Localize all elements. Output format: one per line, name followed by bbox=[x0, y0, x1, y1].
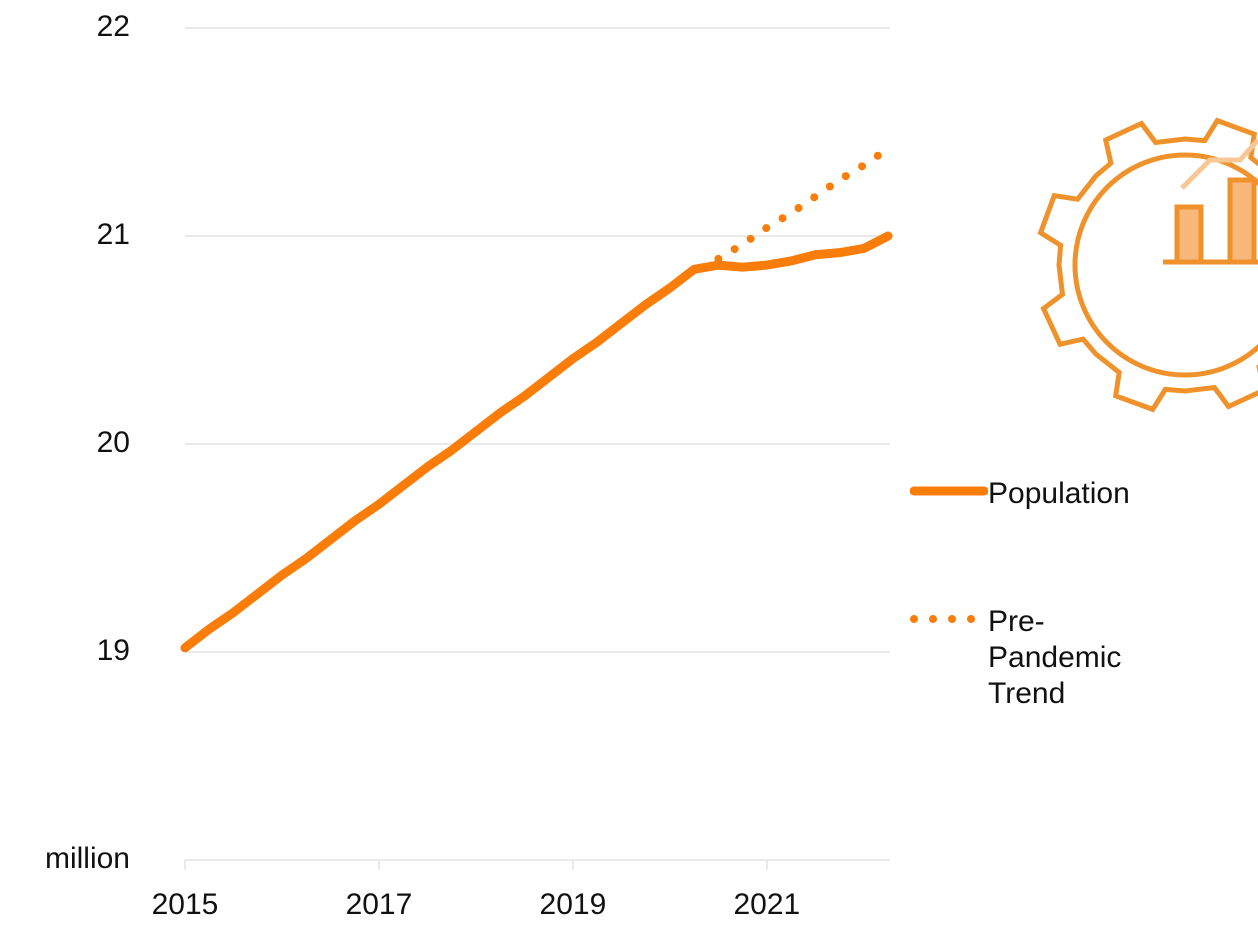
icon-bar bbox=[1174, 204, 1204, 265]
gear-icon bbox=[1037, 117, 1258, 413]
legend-swatch bbox=[910, 615, 988, 623]
x-tick-label: 2021 bbox=[733, 888, 800, 921]
y-tick-label: 21 bbox=[97, 218, 130, 251]
legend-label: Population bbox=[988, 477, 1130, 510]
series-line bbox=[714, 144, 893, 263]
legend-label: Pre-Pandemic Trend bbox=[988, 605, 1122, 710]
legend-item: Pre-Pandemic Trend bbox=[910, 604, 1138, 712]
y-tick-label: 22 bbox=[97, 10, 130, 43]
icon-bar bbox=[1227, 177, 1257, 265]
y-tick-label: 19 bbox=[97, 634, 130, 667]
series-line bbox=[180, 231, 893, 653]
icon-trend bbox=[1180, 138, 1258, 190]
legend-swatch bbox=[910, 486, 988, 496]
gear-inner bbox=[1072, 152, 1258, 378]
x-tick-label: 2017 bbox=[346, 888, 413, 921]
x-tick-label: 2019 bbox=[540, 888, 607, 921]
y-tick-label: million bbox=[45, 842, 130, 875]
y-tick-label: 20 bbox=[97, 426, 130, 459]
legend-item: Population bbox=[910, 476, 1138, 512]
x-tick-label: 2015 bbox=[152, 888, 219, 921]
